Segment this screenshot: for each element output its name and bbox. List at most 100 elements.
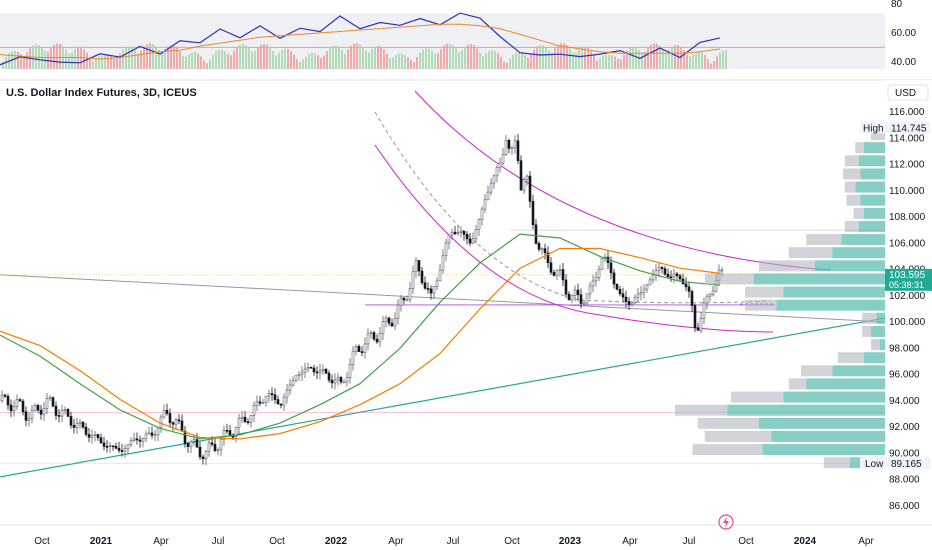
indicator-bar: [308, 53, 310, 70]
indicator-bar: [182, 55, 184, 70]
lightning-icon[interactable]: [718, 514, 734, 530]
support-trendline[interactable]: [0, 317, 886, 478]
low-label: Low: [865, 459, 884, 470]
indicator-bar: [50, 47, 52, 70]
time-tick-label: 2022: [325, 536, 348, 547]
candle-body: [279, 403, 283, 406]
candle-body: [372, 332, 376, 340]
indicator-bar: [191, 52, 193, 70]
indicator-bar: [596, 60, 598, 70]
indicator-bar: [518, 51, 520, 70]
candle-body: [276, 399, 280, 405]
volume-profile: [675, 129, 885, 469]
indicator-bar: [362, 47, 364, 70]
indicator-bar: [65, 49, 67, 70]
candle-body: [522, 179, 526, 191]
candle-body: [381, 321, 385, 334]
candle-body: [618, 289, 622, 294]
candle-body: [189, 441, 193, 447]
channel-mid-curve[interactable]: [579, 299, 771, 304]
candle-body: [81, 421, 85, 428]
indicator-bar: [665, 53, 667, 70]
candle-body: [624, 296, 628, 302]
time-axis[interactable]: Oct 2021 Apr Jul Oct 2022 Apr Jul Oct 2023 Apr Jul O…: [34, 536, 874, 547]
candle-body: [699, 318, 703, 331]
indicator-bar: [404, 55, 406, 70]
channel-mid-curve[interactable]: [374, 111, 581, 301]
high-marker: High 114.745: [860, 121, 930, 134]
indicator-bar: [455, 48, 457, 70]
indicator-bar: [41, 47, 43, 70]
candle-body: [696, 327, 700, 331]
candle-body: [519, 160, 523, 191]
indicator-bar: [380, 46, 382, 70]
indicator-bar: [53, 44, 55, 70]
gray-trendline[interactable]: [0, 274, 886, 323]
indicator-bar: [293, 54, 295, 70]
high-value: 114.745: [891, 123, 927, 134]
volume-profile-down-bar: [801, 365, 833, 377]
candle-body: [171, 422, 175, 425]
indicator-bar: [473, 45, 475, 70]
candle-body: [90, 435, 94, 438]
indicator-bar: [236, 46, 238, 70]
channel-upper-curve[interactable]: [414, 90, 831, 271]
indicator-bar: [206, 63, 208, 70]
currency-button[interactable]: USD: [887, 84, 929, 101]
candle-body: [54, 405, 58, 416]
indicator-bar: [590, 51, 592, 70]
candle-body: [582, 302, 586, 305]
candle-body: [354, 346, 358, 352]
candle-body: [273, 394, 277, 400]
candle-body: [57, 415, 61, 417]
indicator-bar: [194, 51, 196, 70]
price-tick-label: 106.000: [889, 238, 926, 249]
indicator-bar: [560, 43, 562, 70]
indicator-axis: 80 60.00 40.00: [891, 0, 916, 68]
indicator-panel: 80 60.00 40.00: [0, 0, 916, 70]
candle-body: [255, 401, 259, 406]
price-tick-label: 94.000: [889, 396, 920, 407]
candle-body: [330, 379, 334, 384]
candle-body: [258, 401, 262, 404]
candle-body: [564, 279, 568, 295]
indicator-bar: [329, 47, 331, 70]
indicator-bar: [512, 54, 514, 70]
indicator-bar: [554, 48, 556, 70]
candle-body: [195, 439, 199, 448]
indicator-bar: [278, 52, 280, 70]
volume-profile-down-bar: [823, 457, 850, 469]
candle-body: [165, 409, 169, 414]
indicator-bar: [56, 43, 58, 70]
indicator-bar: [599, 58, 601, 70]
candle-body: [15, 399, 19, 408]
candle-body: [318, 370, 322, 374]
candle-body: [657, 267, 661, 271]
indicator-bar: [359, 44, 361, 70]
candle-body: [126, 444, 130, 449]
candle-body: [327, 372, 331, 381]
candle-body: [66, 408, 70, 417]
candle-body: [18, 399, 22, 402]
candle-body: [537, 243, 541, 250]
channel-lower-curve[interactable]: [374, 144, 774, 333]
candle-body: [432, 286, 436, 294]
indicator-bar: [392, 57, 394, 70]
price-axis-bg[interactable]: [885, 80, 932, 520]
candle-body: [627, 301, 631, 305]
indicator-bar: [287, 49, 289, 70]
time-tick-label: Oct: [269, 536, 285, 547]
indicator-bar: [320, 57, 322, 70]
indicator-line: [0, 23, 721, 60]
candle-body: [390, 322, 394, 327]
indicator-bar: [536, 46, 538, 70]
indicator-bar: [218, 49, 220, 70]
candle-body: [423, 282, 427, 289]
candle-body: [78, 421, 82, 425]
volume-profile-up-bar: [783, 286, 885, 298]
indicator-bar: [134, 50, 136, 70]
indicator-bar: [26, 52, 28, 70]
indicator-bar: [170, 45, 172, 70]
indicator-bar: [104, 54, 106, 70]
volume-profile-up-bar: [876, 312, 885, 324]
